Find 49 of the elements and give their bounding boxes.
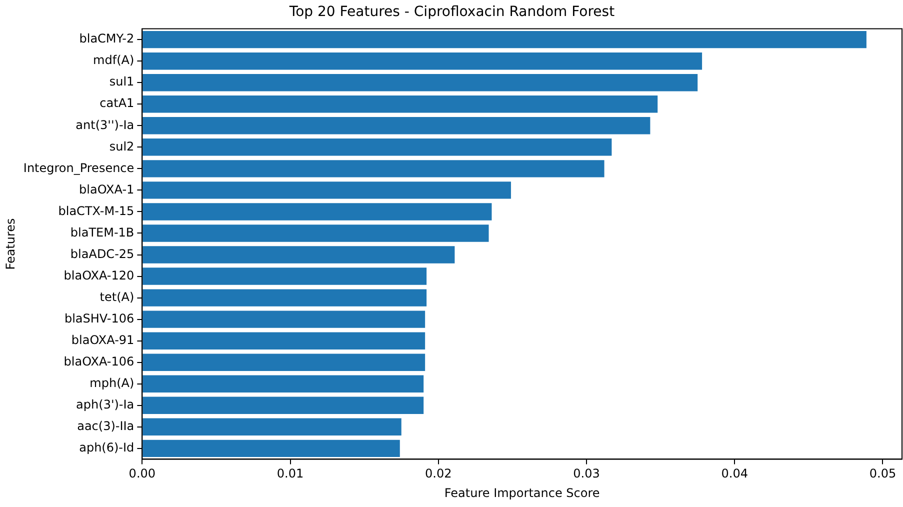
bar <box>142 138 612 156</box>
bar <box>142 268 427 285</box>
y-tick-label: aph(3')-Ia <box>76 398 134 412</box>
x-tick-label: 0.05 <box>869 466 896 481</box>
y-tick-label: blaOXA-120 <box>64 268 134 282</box>
bar <box>142 289 427 306</box>
y-axis-title: Features <box>3 218 18 270</box>
y-tick-label: blaOXA-1 <box>79 182 134 196</box>
bar <box>142 375 424 392</box>
chart-title: Top 20 Features - Ciprofloxacin Random Forest <box>288 4 616 20</box>
x-axis-title: Feature Importance Score <box>444 486 600 500</box>
bar <box>142 30 866 48</box>
y-tick-label: blaADC-25 <box>70 246 134 261</box>
bar <box>142 224 489 242</box>
y-tick-label: mph(A) <box>90 376 134 390</box>
bar <box>142 52 702 70</box>
x-tick-label: 0.01 <box>276 466 304 481</box>
x-tick-label: 0.00 <box>128 466 156 481</box>
bar <box>142 440 400 458</box>
y-tick-label: sul2 <box>109 139 134 154</box>
bar <box>142 160 604 178</box>
bar <box>142 96 658 113</box>
bar <box>142 332 426 350</box>
y-tick-label: blaOXA-91 <box>71 332 134 347</box>
y-tick-label: ant(3'')-Ia <box>76 118 134 132</box>
x-tick-label: 0.04 <box>721 466 748 481</box>
y-tick-label: mdf(A) <box>93 53 134 68</box>
y-tick-label: blaTEM-1B <box>70 225 134 240</box>
bar <box>142 310 426 328</box>
bar <box>142 182 511 199</box>
x-tick-label: 0.02 <box>425 466 452 481</box>
bar <box>142 117 650 134</box>
y-tick-label: tet(A) <box>100 290 134 304</box>
y-tick-label: aac(3)-IIa <box>77 419 134 434</box>
bar <box>142 354 426 371</box>
bar <box>142 396 424 414</box>
y-tick-label: Integron_Presence <box>23 160 134 175</box>
y-tick-label: aph(6)-Id <box>79 440 134 455</box>
y-tick-label: blaCMY-2 <box>79 32 134 46</box>
bar <box>142 203 492 220</box>
bar <box>142 74 698 92</box>
y-tick-label: blaCTX-M-15 <box>58 204 134 218</box>
y-tick-label: blaOXA-106 <box>64 354 134 368</box>
x-tick-label: 0.03 <box>573 466 600 481</box>
bar <box>142 246 455 264</box>
y-tick-label: sul1 <box>109 74 134 89</box>
y-tick-label: blaSHV-106 <box>64 311 134 326</box>
y-tick-label: catA1 <box>100 96 134 110</box>
bar <box>142 418 402 436</box>
